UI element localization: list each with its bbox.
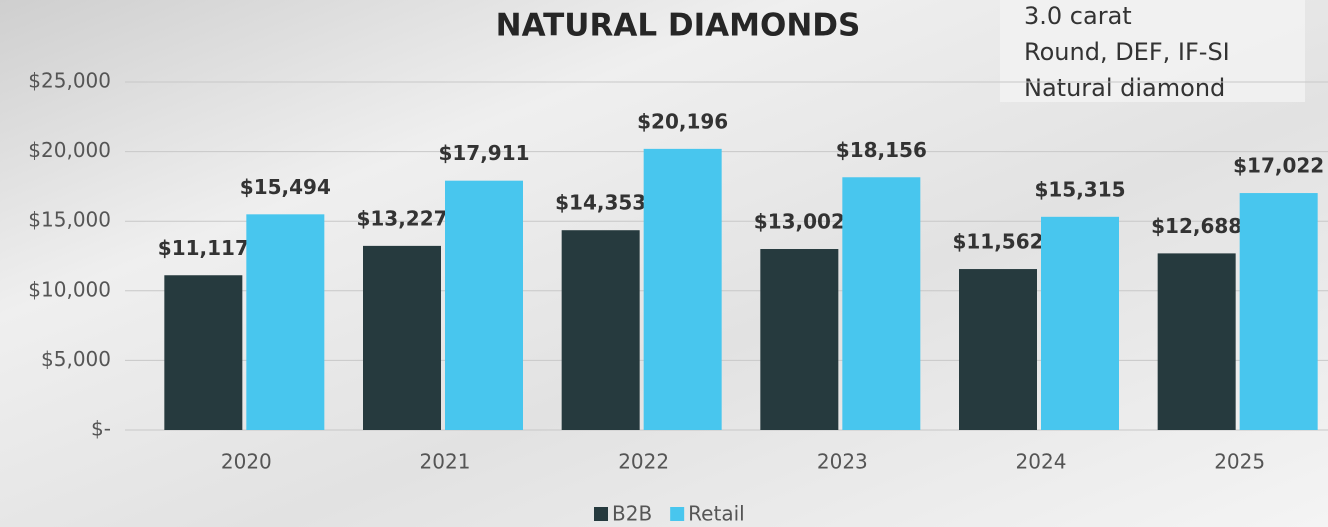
data-label: $15,494 bbox=[240, 175, 331, 199]
data-label: $20,196 bbox=[637, 109, 728, 133]
x-tick-label: 2023 bbox=[817, 450, 868, 474]
chart-title: NATURAL DIAMONDS bbox=[496, 8, 861, 44]
bar bbox=[643, 148, 722, 430]
annotation: Round, DEF, IF-SI bbox=[1024, 38, 1230, 66]
data-label: $17,911 bbox=[438, 141, 529, 165]
y-tick-label: $15,000 bbox=[28, 208, 111, 232]
annotation-box bbox=[1000, 0, 1305, 102]
data-label: $13,227 bbox=[356, 206, 447, 230]
data-label: $17,022 bbox=[1233, 154, 1324, 178]
y-tick-label: $25,000 bbox=[28, 69, 111, 93]
bar bbox=[246, 214, 325, 430]
bar bbox=[1157, 253, 1236, 430]
x-tick-label: 2024 bbox=[1016, 450, 1067, 474]
y-tick-label: $20,000 bbox=[28, 138, 111, 162]
legend-label: Retail bbox=[688, 502, 745, 526]
y-tick-label: $5,000 bbox=[41, 347, 111, 371]
x-tick-label: 2025 bbox=[1214, 450, 1265, 474]
bar bbox=[959, 269, 1037, 430]
bar bbox=[445, 180, 523, 430]
data-label: $18,156 bbox=[836, 138, 927, 162]
data-label: $11,117 bbox=[158, 236, 249, 260]
y-tick-label: $- bbox=[91, 417, 111, 441]
x-tick-label: 2022 bbox=[618, 450, 669, 474]
data-label: $11,562 bbox=[952, 230, 1043, 254]
annotation: 3.0 carat bbox=[1024, 2, 1132, 30]
data-label: $14,353 bbox=[555, 191, 646, 215]
data-label: $12,688 bbox=[1151, 214, 1242, 238]
bar bbox=[1041, 216, 1119, 430]
bar bbox=[842, 177, 921, 430]
bar bbox=[164, 275, 243, 430]
y-tick-label: $10,000 bbox=[28, 277, 111, 301]
data-label: $15,315 bbox=[1034, 177, 1125, 201]
bar bbox=[760, 249, 839, 430]
legend-swatch bbox=[594, 507, 608, 521]
x-tick-label: 2021 bbox=[420, 450, 471, 474]
bar bbox=[1239, 193, 1318, 430]
legend-swatch bbox=[670, 507, 685, 521]
data-label: $13,002 bbox=[754, 210, 845, 234]
legend-label: B2B bbox=[612, 502, 652, 526]
annotation: Natural diamond bbox=[1024, 74, 1225, 102]
x-tick-label: 2020 bbox=[221, 450, 272, 474]
bar bbox=[363, 245, 441, 430]
bar bbox=[561, 230, 640, 430]
